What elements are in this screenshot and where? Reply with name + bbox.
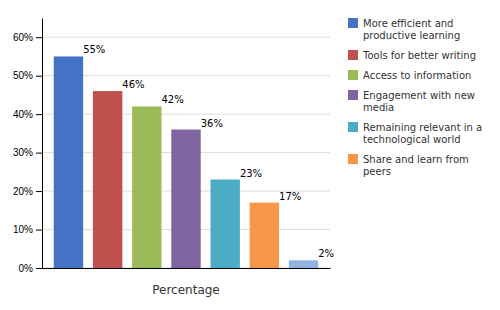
legend-swatch xyxy=(348,154,358,164)
legend-label-line: More efficient and xyxy=(363,18,453,29)
legend-label: Access to information xyxy=(363,70,471,81)
bar xyxy=(54,56,83,268)
y-tick-mark xyxy=(36,153,42,154)
y-axis: 0% 10% 20% 30% 40% 50% 60% xyxy=(13,19,43,274)
y-tick: 30% xyxy=(13,147,42,158)
legend-label-line: technological world xyxy=(363,134,461,145)
legend-label: Share and learn frompeers xyxy=(363,154,469,177)
y-axis-line xyxy=(42,19,43,269)
grid-line xyxy=(42,75,330,76)
data-label: 55% xyxy=(83,44,105,55)
y-tick: 20% xyxy=(13,186,42,197)
y-tick-mark xyxy=(36,37,42,38)
legend-item: Engagement with newmedia xyxy=(348,90,475,113)
y-tick-label: 10% xyxy=(13,224,33,235)
legend-label-line: Tools for better writing xyxy=(362,50,476,61)
legend-label: Tools for better writing xyxy=(362,50,476,61)
data-label: 2% xyxy=(318,248,334,259)
legend-label-line: productive learning xyxy=(363,30,460,41)
bar xyxy=(210,180,239,268)
legend-label-line: Access to information xyxy=(363,70,471,81)
bar xyxy=(250,203,279,268)
data-label: 42% xyxy=(162,94,184,105)
y-tick: 0% xyxy=(19,263,42,274)
legend-label: More efficient andproductive learning xyxy=(363,18,460,41)
legend-swatch xyxy=(348,122,358,132)
legend-item: Tools for better writing xyxy=(348,50,476,61)
legend-item: Remaining relevant in atechnological wor… xyxy=(348,122,482,145)
bar xyxy=(132,106,161,268)
y-tick-label: 40% xyxy=(13,109,33,120)
y-tick-label: 20% xyxy=(13,186,33,197)
y-tick: 40% xyxy=(13,109,42,120)
grid-line xyxy=(42,37,330,38)
legend-label: Engagement with newmedia xyxy=(363,90,475,113)
chart: 0% 10% 20% 30% 40% 50% 60% Percentage 55% 46% 42% 3… xyxy=(0,0,500,310)
y-tick: 10% xyxy=(13,224,42,235)
legend-swatch xyxy=(348,70,358,80)
legend-item: Share and learn frompeers xyxy=(348,154,469,177)
legend-item: Access to information xyxy=(348,70,471,81)
y-tick: 50% xyxy=(13,70,42,81)
y-tick: 60% xyxy=(13,32,42,43)
grid xyxy=(42,37,330,268)
bar xyxy=(93,91,122,268)
legend-swatch xyxy=(348,90,358,100)
legend-label-line: Share and learn from xyxy=(363,154,469,165)
legend-label-line: peers xyxy=(363,166,391,177)
x-axis xyxy=(43,268,331,269)
y-tick-label: 0% xyxy=(19,263,34,274)
y-tick-mark xyxy=(36,230,42,231)
legend-item: More efficient andproductive learning xyxy=(348,18,460,41)
y-tick-mark xyxy=(36,268,42,269)
bar xyxy=(289,260,318,268)
data-labels: 55% 46% 42% 36% 23% 17% 2% xyxy=(83,44,334,259)
legend-label-line: media xyxy=(363,102,394,113)
legend-swatch xyxy=(348,50,358,60)
y-tick-label: 30% xyxy=(13,147,33,158)
legend-label-line: Engagement with new xyxy=(363,90,475,101)
data-label: 36% xyxy=(201,118,223,129)
grid-line xyxy=(42,114,330,115)
data-label: 23% xyxy=(240,168,262,179)
y-tick-label: 60% xyxy=(13,32,33,43)
y-tick-mark xyxy=(36,114,42,115)
data-label: 46% xyxy=(122,79,144,90)
bars xyxy=(54,56,318,268)
legend-label: Remaining relevant in atechnological wor… xyxy=(363,122,482,145)
legend-label-line: Remaining relevant in a xyxy=(363,122,482,133)
data-label: 17% xyxy=(279,191,301,202)
x-axis-line xyxy=(43,268,331,269)
y-tick-mark xyxy=(36,76,42,77)
legend-swatch xyxy=(348,18,358,28)
y-tick-mark xyxy=(36,191,42,192)
legend: More efficient andproductive learning Too… xyxy=(348,18,482,177)
bar xyxy=(171,130,200,268)
y-tick-label: 50% xyxy=(13,70,33,81)
x-axis-title: Percentage xyxy=(152,283,220,297)
